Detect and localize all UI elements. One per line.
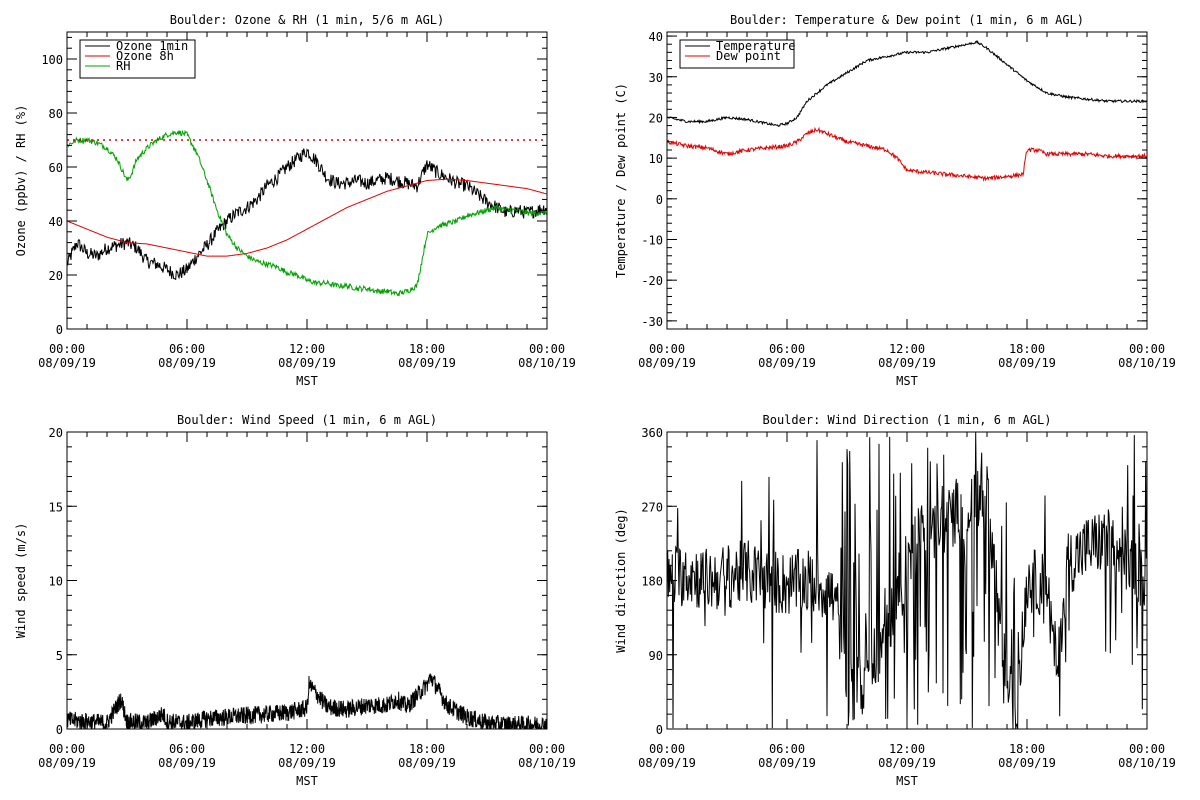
y-axis-label: Temperature / Dew point (C): [614, 83, 628, 278]
x-tick-label-date: 08/09/19: [38, 756, 96, 770]
y-tick-label: 10: [649, 152, 663, 166]
x-axis-label: MST: [896, 774, 918, 788]
data-series-line: [667, 432, 1147, 729]
y-tick-label: 15: [49, 500, 63, 514]
y-tick-label: 270: [641, 500, 663, 514]
y-axis-label: Ozone (ppbv) / RH (%): [14, 105, 28, 257]
x-axis-label: MST: [896, 374, 918, 388]
y-tick-label: 30: [649, 71, 663, 85]
x-tick-label-time: 12:00: [889, 742, 925, 756]
x-tick-label-date: 08/10/19: [518, 356, 576, 370]
x-tick-label-time: 06:00: [169, 342, 205, 356]
x-tick-label-date: 08/09/19: [158, 756, 216, 770]
y-tick-label: 60: [49, 161, 63, 175]
wind-direction-panel: Boulder: Wind Direction (1 min, 6 m AGL)…: [614, 413, 1176, 788]
dew-point-series-line: [667, 126, 1147, 182]
chart-title: Boulder: Ozone & RH (1 min, 5/6 m AGL): [170, 13, 445, 27]
x-tick-label-date: 08/09/19: [398, 356, 456, 370]
y-tick-label: 0: [656, 193, 663, 207]
x-tick-label-date: 08/09/19: [878, 356, 936, 370]
legend-label: Temperature: [716, 39, 795, 53]
x-tick-label-date: 08/09/19: [638, 356, 696, 370]
x-tick-label-date: 08/09/19: [638, 756, 696, 770]
y-tick-label: 20: [649, 111, 663, 125]
x-tick-label-time: 06:00: [769, 742, 805, 756]
y-tick-label: 80: [49, 107, 63, 121]
y-tick-label: 0: [56, 323, 63, 337]
ozone-8h-series-line: [67, 178, 547, 257]
x-tick-label-time: 00:00: [49, 742, 85, 756]
temperature-dewpoint-panel: Boulder: Temperature & Dew point (1 min,…: [614, 13, 1176, 388]
y-axis-label: Wind direction (deg): [614, 508, 628, 653]
x-tick-label-time: 18:00: [409, 342, 445, 356]
legend-label: Dew point: [716, 49, 781, 63]
x-tick-label-time: 12:00: [289, 342, 325, 356]
x-tick-label-time: 12:00: [289, 742, 325, 756]
y-tick-label: 0: [656, 723, 663, 737]
temperature-series-line: [667, 40, 1147, 128]
y-tick-label: -10: [641, 233, 663, 247]
x-tick-label-date: 08/10/19: [1118, 356, 1176, 370]
y-tick-label: 0: [56, 723, 63, 737]
x-tick-label-time: 06:00: [169, 742, 205, 756]
y-tick-label: -20: [641, 274, 663, 288]
x-tick-label-date: 08/10/19: [518, 756, 576, 770]
y-tick-label: 180: [641, 575, 663, 589]
x-tick-label-date: 08/10/19: [1118, 756, 1176, 770]
legend-label: Ozone 1min: [116, 39, 188, 53]
x-tick-label-date: 08/09/19: [998, 356, 1056, 370]
legend-box: [679, 39, 795, 69]
x-tick-label-time: 00:00: [529, 342, 565, 356]
ozone-rh-panel: Boulder: Ozone & RH (1 min, 5/6 m AGL) Oz…: [14, 13, 576, 388]
y-tick-label: 100: [41, 53, 63, 67]
data-series-line: [67, 673, 547, 729]
x-tick-label-time: 12:00: [889, 342, 925, 356]
x-axis-label: MST: [296, 374, 318, 388]
y-tick-label: 5: [56, 649, 63, 663]
y-tick-label: 20: [49, 426, 63, 440]
x-axis-label: MST: [296, 774, 318, 788]
x-tick-label-date: 08/09/19: [758, 356, 816, 370]
y-tick-label: -30: [641, 315, 663, 329]
wind-speed-panel: Boulder: Wind Speed (1 min, 6 m AGL) Wind…: [14, 413, 576, 788]
x-tick-label-date: 08/09/19: [38, 356, 96, 370]
x-tick-label-date: 08/09/19: [158, 356, 216, 370]
x-tick-label-time: 18:00: [409, 742, 445, 756]
x-tick-label-date: 08/09/19: [998, 756, 1056, 770]
y-tick-label: 90: [649, 649, 663, 663]
y-tick-label: 10: [49, 575, 63, 589]
y-tick-label: 360: [641, 426, 663, 440]
y-tick-label: 40: [649, 30, 663, 44]
ozone-1min-series-line: [67, 148, 547, 281]
x-tick-label-date: 08/09/19: [878, 756, 936, 770]
chart-title: Boulder: Temperature & Dew point (1 min,…: [730, 13, 1084, 27]
x-tick-label-time: 00:00: [529, 742, 565, 756]
x-tick-label-date: 08/09/19: [278, 356, 336, 370]
plot-frame: [66, 431, 548, 730]
x-tick-label-time: 06:00: [769, 342, 805, 356]
legend-label: RH: [116, 59, 130, 73]
x-tick-label-date: 08/09/19: [398, 756, 456, 770]
x-tick-label-time: 00:00: [1129, 342, 1165, 356]
chart-title: Boulder: Wind Direction (1 min, 6 m AGL): [763, 413, 1052, 427]
x-tick-label-time: 00:00: [649, 342, 685, 356]
x-tick-label-time: 18:00: [1009, 342, 1045, 356]
y-tick-label: 40: [49, 215, 63, 229]
y-axis-label: Wind speed (m/s): [14, 523, 28, 639]
x-tick-label-time: 00:00: [649, 742, 685, 756]
legend-label: Ozone 8h: [116, 49, 174, 63]
plot-frame: [666, 31, 1148, 330]
x-tick-label-time: 00:00: [1129, 742, 1165, 756]
x-tick-label-date: 08/09/19: [278, 756, 336, 770]
x-tick-label-time: 00:00: [49, 342, 85, 356]
x-tick-label-time: 18:00: [1009, 742, 1045, 756]
chart-title: Boulder: Wind Speed (1 min, 6 m AGL): [177, 413, 437, 427]
rh-series-line: [67, 129, 547, 297]
y-tick-label: 20: [49, 269, 63, 283]
x-tick-label-date: 08/09/19: [758, 756, 816, 770]
